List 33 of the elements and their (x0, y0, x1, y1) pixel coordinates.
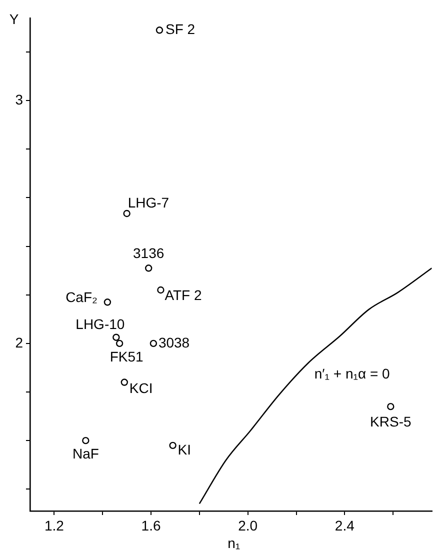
point (82, 436, 90, 444)
y-axis-title: Y (9, 10, 20, 27)
x-tick-label: 1.2 (44, 517, 64, 534)
point (387, 402, 394, 410)
annotation: 3136 (133, 245, 164, 261)
annotation: NaF (72, 445, 99, 462)
x-axis-title: n₁ (228, 534, 240, 551)
annotation: CaF₂ (66, 289, 98, 305)
annotation: KRS-5 (370, 413, 412, 430)
point (150, 340, 158, 348)
point (145, 264, 152, 272)
y-tick-label: 3 (15, 91, 24, 108)
annotation: 3038 (158, 334, 190, 350)
y-tick-label: 2 (15, 334, 24, 350)
point (116, 340, 124, 348)
point (104, 298, 112, 306)
point (156, 26, 164, 34)
annotation: FK51 (110, 348, 144, 364)
x-tick-label: 1.6 (141, 517, 161, 534)
annotation: ATF 2 (164, 286, 202, 303)
point (157, 286, 164, 294)
annotation: KCI (129, 380, 153, 396)
annotation: LHG-10 (76, 316, 125, 332)
annotation: KI (178, 441, 192, 458)
point (123, 210, 130, 218)
point (169, 442, 176, 450)
annotation: LHG-7 (128, 194, 170, 210)
annotation: SF 2 (165, 21, 196, 37)
point (120, 378, 128, 386)
series-label: n′₁ + n₁α = 0 (314, 366, 390, 382)
point (112, 334, 120, 341)
x-tick-label: 2.0 (238, 517, 258, 534)
x-tick-label: 2.4 (334, 517, 355, 534)
